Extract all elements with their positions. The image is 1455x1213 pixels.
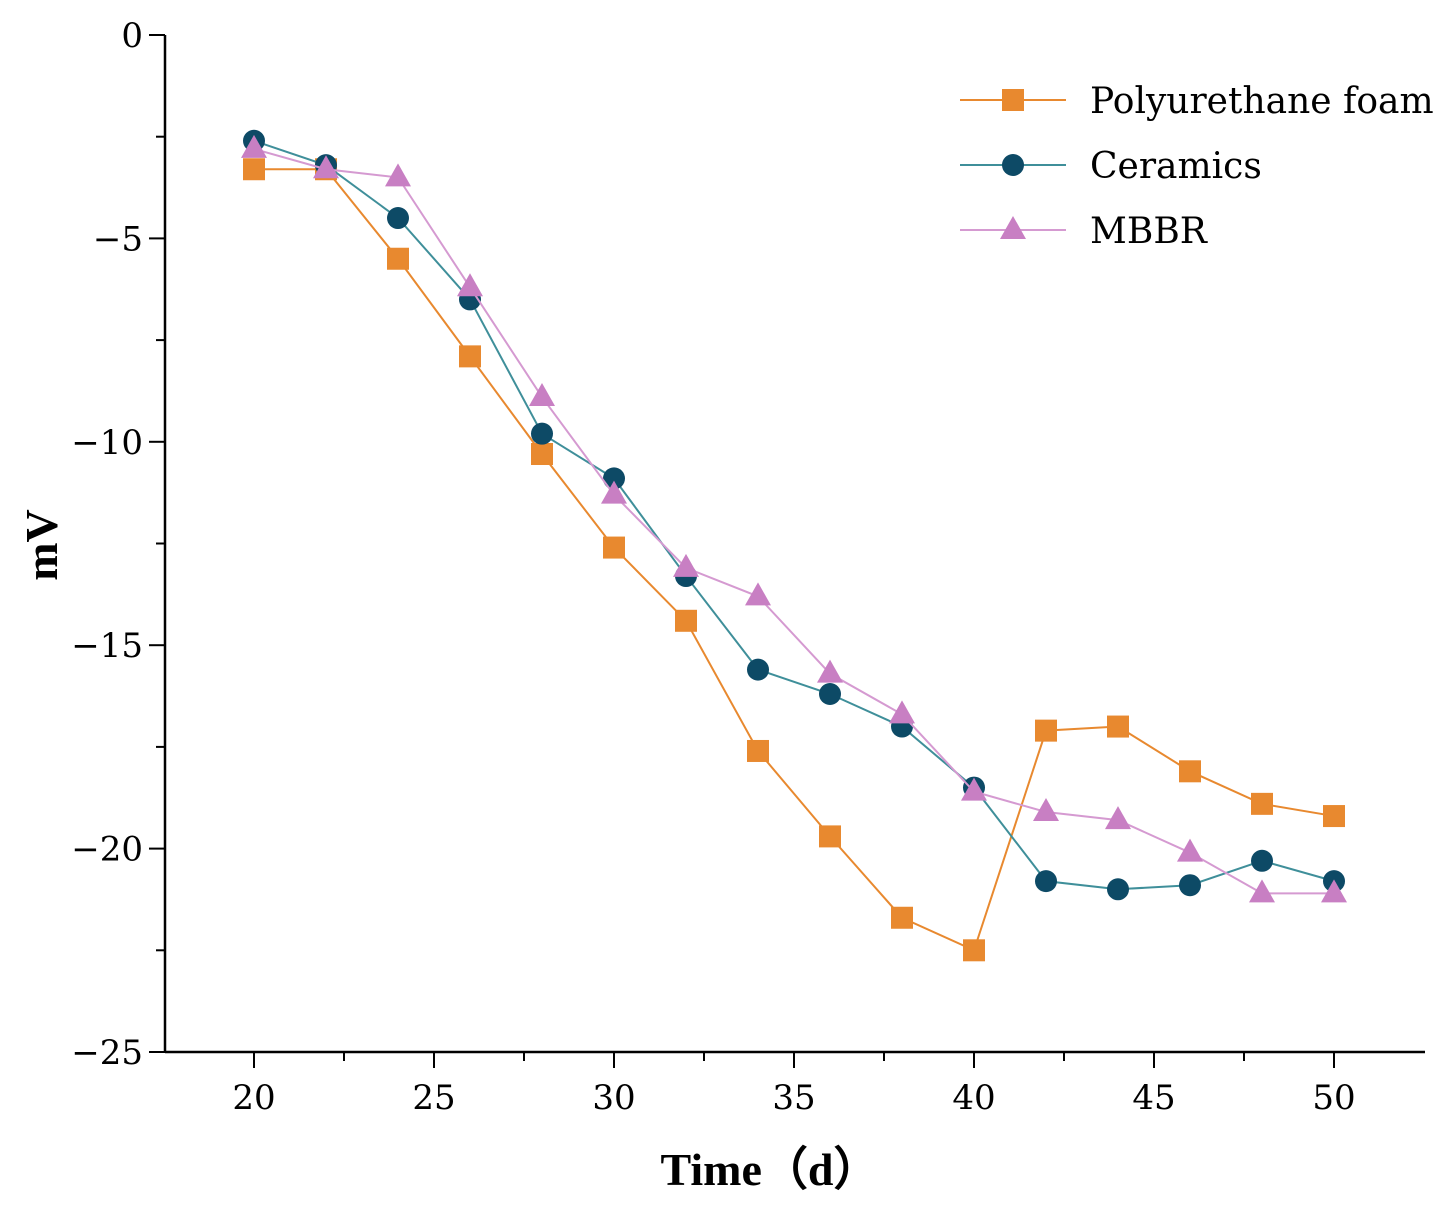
data-point (889, 700, 915, 724)
data-point (963, 939, 985, 962)
series-line (254, 168, 1335, 952)
data-point (817, 659, 843, 683)
data-point (745, 582, 771, 606)
data-point (675, 609, 697, 632)
data-point (387, 207, 409, 230)
series-line (253, 139, 1335, 891)
data-point (1107, 878, 1129, 901)
axes: 0 −5 −10 −15 −20 −25 20 25 30 35 40 45 50 (71, 16, 1425, 1118)
data-point (385, 163, 411, 187)
data-point (601, 480, 627, 504)
x-tick-label: 30 (592, 1078, 635, 1118)
data-point (747, 658, 769, 681)
x-tick-label: 25 (412, 1078, 455, 1118)
data-point (529, 383, 555, 407)
y-tick-label: −20 (71, 830, 143, 870)
data-point (961, 777, 987, 801)
plot-area (241, 129, 1347, 962)
data-point (1179, 874, 1201, 897)
x-axis-title: Time（d） (661, 1144, 880, 1195)
data-point (1105, 806, 1131, 830)
data-point (1321, 879, 1347, 903)
data-point (747, 739, 769, 762)
legend-entry: Polyurethane foam (960, 81, 1434, 122)
data-point (313, 155, 339, 179)
data-point (457, 273, 483, 297)
data-point (243, 158, 265, 181)
x-tick-label: 40 (952, 1078, 995, 1118)
x-tick-label: 35 (772, 1078, 815, 1118)
data-point (673, 553, 699, 577)
legend-label: Polyurethane foam (1090, 81, 1434, 122)
data-point (891, 906, 913, 929)
data-point (459, 345, 481, 368)
data-point (1249, 879, 1275, 903)
data-point (241, 134, 267, 158)
x-tick-label: 45 (1132, 1078, 1175, 1118)
legend-label: MBBR (1090, 211, 1208, 252)
data-point (603, 536, 625, 559)
data-point (531, 443, 553, 466)
data-point (819, 825, 841, 848)
y-axis-title: mV (16, 509, 67, 581)
data-point (1035, 870, 1057, 893)
data-point (1179, 760, 1201, 783)
y-tick-label: 0 (121, 16, 143, 56)
legend-marker (1002, 89, 1024, 111)
data-point (1177, 838, 1203, 862)
data-point (603, 467, 625, 490)
x-tick-label: 50 (1312, 1078, 1355, 1118)
data-point (1251, 792, 1273, 815)
y-tick-label: −15 (71, 626, 143, 666)
data-point (1107, 715, 1129, 738)
legend: Polyurethane foam Ceramics MBBR (960, 81, 1434, 252)
legend-marker (1002, 154, 1024, 176)
data-point (1251, 849, 1273, 872)
series-polyurethane-foam (243, 158, 1345, 962)
data-point (531, 422, 553, 445)
data-point (819, 683, 841, 706)
data-point (1035, 719, 1057, 742)
y-tick-label: −10 (71, 423, 143, 463)
legend-entry: Ceramics (960, 146, 1262, 187)
legend-marker (1000, 216, 1026, 239)
y-tick-label: −5 (93, 219, 143, 259)
data-point (1323, 805, 1345, 828)
series-line (253, 147, 1334, 895)
y-tick-label: −25 (71, 1033, 143, 1073)
series-mbbr (241, 134, 1347, 903)
data-point (387, 247, 409, 270)
legend-label: Ceramics (1090, 146, 1262, 187)
x-tick-label: 20 (232, 1078, 275, 1118)
data-point (1033, 797, 1059, 821)
legend-entry: MBBR (960, 211, 1208, 252)
